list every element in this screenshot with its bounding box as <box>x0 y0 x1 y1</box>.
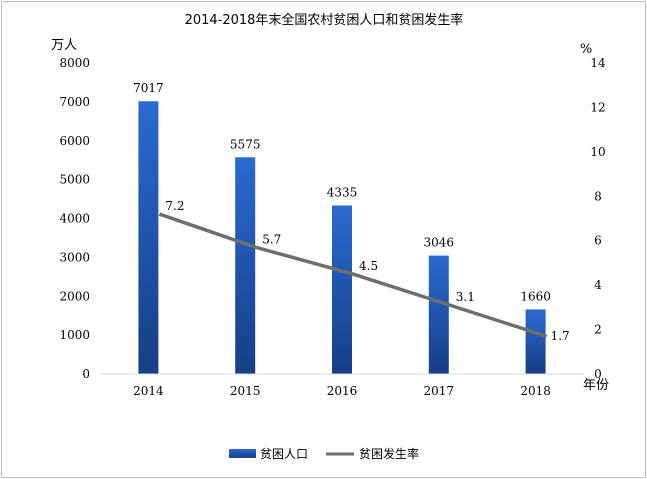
right-tick-label: 0 <box>594 367 602 381</box>
left-tick-label: 7000 <box>59 95 90 109</box>
line-series <box>158 212 548 338</box>
chart-title: 2014-2018年末全国农村贫困人口和贫困发生率 <box>185 12 464 28</box>
line-data-label: 4.5 <box>359 259 378 273</box>
bar-data-label: 7017 <box>133 81 164 95</box>
legend-label-line: 贫困发生率 <box>359 446 419 461</box>
line-data-label: 7.2 <box>165 199 184 213</box>
bar <box>235 157 256 374</box>
right-axis-ticks: 0 2 4 6 8 10 12 14 <box>590 56 606 381</box>
left-tick-label: 4000 <box>59 212 90 226</box>
right-tick-label: 6 <box>594 234 602 248</box>
bar-data-label: 1660 <box>520 289 551 303</box>
legend: 贫困人口 贫困发生率 <box>229 446 419 461</box>
x-tick-label: 2016 <box>327 384 358 398</box>
left-tick-label: 5000 <box>59 173 90 187</box>
right-axis-unit: % <box>580 42 592 57</box>
bar <box>332 205 352 374</box>
bar <box>138 101 159 375</box>
left-tick-label: 1000 <box>59 328 90 342</box>
bar <box>525 309 546 374</box>
left-tick-label: 3000 <box>59 250 90 264</box>
bar <box>428 255 449 374</box>
left-tick-label: 0 <box>82 367 90 381</box>
bar-data-labels: 7017 5575 4335 3046 1660 <box>133 81 551 303</box>
right-tick-label: 12 <box>590 100 605 114</box>
right-tick-label: 10 <box>590 145 605 159</box>
x-axis-unit: 年份 <box>583 378 609 393</box>
legend-label-bar: 贫困人口 <box>260 446 308 461</box>
bar-data-label: 5575 <box>230 137 261 151</box>
right-tick-label: 8 <box>594 189 602 203</box>
right-tick-label: 14 <box>590 56 606 70</box>
right-tick-label: 2 <box>594 323 602 337</box>
bar-data-label: 4335 <box>327 185 358 199</box>
line-data-label: 3.1 <box>456 290 475 304</box>
line-data-labels: 7.2 5.7 4.5 3.1 1.7 <box>165 199 569 343</box>
x-axis-ticks: 2014 2015 2016 2017 2018 <box>133 384 551 398</box>
rate-line <box>158 212 548 338</box>
bar-data-label: 3046 <box>424 236 455 250</box>
left-axis-ticks: 0 1000 2000 3000 4000 5000 6000 7000 8000 <box>59 56 90 381</box>
legend-swatch-bar <box>229 449 256 458</box>
left-tick-label: 8000 <box>59 56 90 70</box>
line-data-label: 5.7 <box>262 232 281 246</box>
left-tick-label: 6000 <box>59 134 90 148</box>
x-tick-label: 2017 <box>424 384 455 398</box>
left-tick-label: 2000 <box>59 289 90 303</box>
x-tick-label: 2018 <box>520 384 551 398</box>
x-tick-label: 2014 <box>133 384 164 398</box>
left-axis-unit: 万人 <box>51 38 77 53</box>
line-data-label: 1.7 <box>551 329 570 343</box>
x-tick-label: 2015 <box>230 384 261 398</box>
right-tick-label: 4 <box>594 278 602 292</box>
bar-series <box>138 101 546 375</box>
